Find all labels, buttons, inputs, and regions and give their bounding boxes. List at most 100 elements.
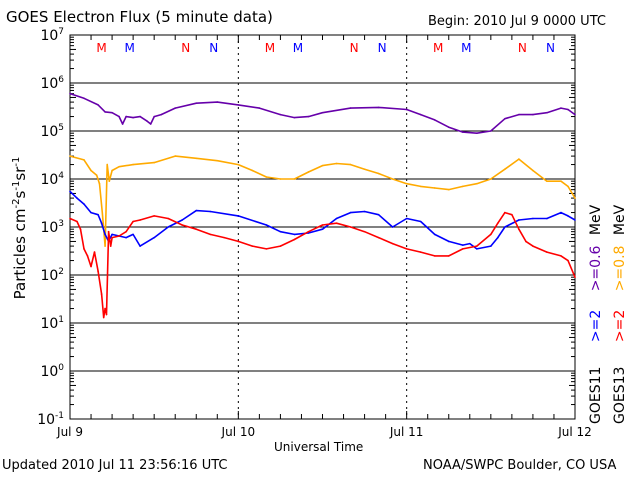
data-point	[518, 113, 520, 116]
data-point	[111, 111, 113, 114]
x-axis-label: Universal Time	[274, 440, 364, 454]
data-point	[419, 220, 422, 223]
data-point	[279, 230, 282, 233]
data-point	[461, 248, 464, 250]
y-tick-label: 10-1	[37, 411, 64, 428]
data-point	[132, 163, 134, 166]
data-point	[118, 115, 120, 118]
data-point	[476, 245, 478, 247]
data-point	[461, 131, 464, 133]
data-point	[111, 233, 113, 236]
data-point	[363, 210, 366, 213]
data-point	[98, 182, 101, 185]
noon-midnight-marker: N	[378, 41, 387, 55]
data-point	[146, 120, 148, 123]
data-point	[83, 203, 85, 205]
data-point	[139, 115, 141, 118]
data-point	[567, 259, 569, 262]
y-tick-label: 105	[40, 123, 64, 140]
data-point	[532, 217, 534, 220]
data-point	[497, 236, 499, 239]
noon-midnight-marker: N	[209, 41, 218, 55]
data-point	[511, 213, 513, 216]
data-point	[560, 255, 562, 257]
y-tick-label: 100	[40, 363, 64, 380]
data-point	[104, 245, 106, 247]
data-point	[69, 155, 71, 157]
data-point	[95, 174, 98, 176]
data-point	[237, 104, 240, 106]
data-point	[574, 219, 576, 221]
data-point	[111, 169, 113, 172]
data-point	[251, 245, 254, 247]
data-point	[76, 220, 78, 223]
data-point	[265, 248, 268, 250]
data-point	[160, 113, 162, 116]
data-point	[476, 132, 478, 134]
data-point	[265, 176, 268, 178]
y-tick-label: 104	[40, 171, 64, 188]
data-point	[93, 251, 96, 253]
data-point	[132, 233, 134, 236]
data-point	[265, 224, 268, 226]
data-point	[433, 187, 436, 189]
data-point	[490, 245, 492, 247]
data-point	[100, 293, 103, 295]
data-point	[419, 113, 422, 116]
data-point	[574, 197, 576, 199]
data-point	[83, 97, 85, 100]
data-point	[546, 251, 548, 253]
data-point	[293, 238, 296, 241]
data-point	[293, 116, 296, 119]
x-tick-label: Jul 9	[56, 425, 83, 439]
data-point	[518, 158, 520, 160]
data-point	[433, 255, 436, 257]
data-point	[121, 123, 124, 125]
data-point	[405, 217, 408, 220]
noon-midnight-marker: M	[124, 41, 134, 55]
data-point	[216, 101, 219, 103]
data-point	[223, 236, 226, 239]
mev-label: MeV	[588, 204, 604, 236]
data-point	[363, 168, 366, 171]
noon-midnight-marker: N	[350, 41, 359, 55]
data-point	[419, 185, 422, 188]
data-point	[293, 178, 296, 180]
data-point	[504, 226, 506, 228]
data-point	[560, 211, 562, 214]
goes11-06mev-label: >=0.6	[588, 245, 604, 292]
data-point	[102, 316, 105, 319]
data-point	[76, 197, 78, 199]
noon-midnight-marker: M	[96, 41, 106, 55]
data-point	[106, 163, 108, 166]
data-point	[167, 226, 169, 228]
data-point	[447, 255, 450, 257]
updated-timestamp: Updated 2010 Jul 11 23:56:16 UTC	[2, 458, 228, 473]
data-point	[105, 313, 108, 316]
data-point	[461, 185, 464, 188]
data-point	[90, 265, 92, 268]
data-point	[251, 169, 254, 172]
data-point	[574, 113, 576, 116]
data-point	[90, 169, 92, 172]
data-point	[504, 168, 506, 171]
data-point	[279, 113, 282, 116]
data-point	[195, 102, 198, 104]
data-point	[104, 307, 106, 310]
data-point	[97, 213, 99, 216]
data-point	[174, 155, 177, 157]
data-point	[111, 236, 113, 239]
legend-goes11: GOES11 >=2 >=0.6 MeV	[588, 205, 604, 424]
credit-text: NOAA/SWPC Boulder, CO USA	[423, 458, 617, 473]
data-point	[104, 111, 106, 113]
data-point	[532, 245, 534, 247]
data-point	[237, 240, 240, 243]
data-point	[335, 162, 338, 165]
data-point	[321, 224, 324, 226]
data-point	[307, 230, 310, 233]
data-point	[490, 130, 492, 132]
data-point	[321, 111, 324, 114]
data-point	[258, 107, 261, 109]
y-tick-label: 101	[40, 315, 64, 332]
data-point	[153, 161, 155, 164]
